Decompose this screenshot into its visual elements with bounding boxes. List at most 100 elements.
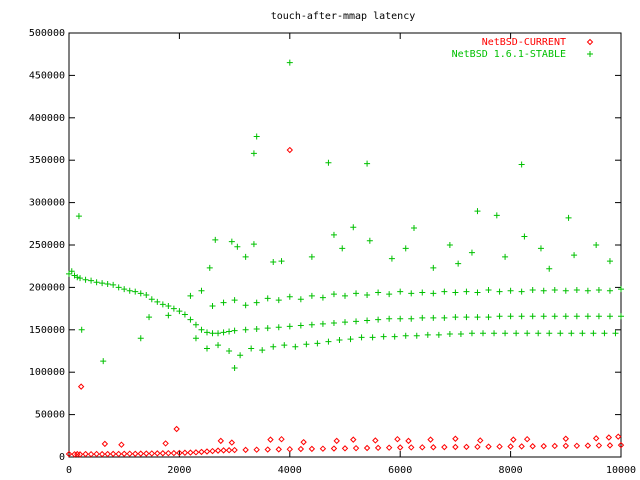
point-1-53 [463,314,470,321]
legend-marker-netbsd-161-stable [587,51,593,57]
point-1-80 [336,336,343,343]
y-tick-label: 250000 [29,240,65,251]
point-1-95 [502,330,509,337]
point-1-43 [353,318,360,325]
point-1-158 [228,238,235,245]
point-1-132 [496,288,503,295]
point-1-108 [231,297,238,304]
point-1-56 [496,313,503,320]
point-1-98 [535,330,542,337]
point-0-4 [82,450,89,458]
point-1-119 [353,290,360,297]
point-1-16 [143,292,150,299]
point-1-31 [226,328,233,335]
point-1-112 [275,297,282,304]
point-0-24 [192,449,200,456]
point-0-19 [165,449,172,457]
point-0-7 [98,450,106,458]
point-0-21 [176,449,183,457]
point-1-82 [358,334,365,341]
x-tick-label: 8000 [499,465,523,476]
point-0-40 [330,445,338,452]
point-1-88 [424,331,431,338]
point-1-130 [474,289,481,296]
point-1-63 [573,313,580,320]
point-1-171 [242,253,249,260]
point-1-4 [77,275,84,282]
point-0-44 [374,444,382,452]
point-1-162 [593,242,600,248]
point-0-60 [551,442,558,450]
point-0-43 [363,444,371,452]
point-1-14 [132,288,139,295]
point-0-58 [529,443,536,450]
point-1-87 [413,332,420,339]
point-0-73 [228,439,236,446]
axis-ticks [68,32,622,458]
point-0-23 [187,449,194,456]
point-1-32 [231,327,238,334]
y-tick-label: 350000 [29,155,65,166]
point-1-55 [485,314,492,321]
point-1-90 [446,331,453,338]
point-0-12 [126,450,133,457]
point-1-145 [286,59,293,66]
y-tick-label: 100000 [29,367,65,378]
point-1-44 [364,317,371,324]
point-1-33 [242,326,249,333]
point-1-134 [518,288,525,295]
legend-marker-netbsd-current [586,38,594,46]
point-0-81 [405,437,412,445]
point-1-50 [430,314,437,321]
point-1-17 [148,296,155,303]
point-1-76 [292,343,299,350]
point-0-25 [198,448,205,456]
point-0-83 [452,435,459,442]
point-1-173 [308,253,315,260]
point-0-67 [77,383,85,390]
point-1-140 [584,287,591,294]
point-1-35 [264,325,271,332]
point-0-18 [159,450,167,457]
point-0-69 [101,440,109,448]
point-1-181 [192,335,199,342]
point-1-79 [325,338,332,345]
point-1-174 [366,237,373,244]
point-1-22 [176,308,183,315]
point-1-175 [402,245,409,252]
point-1-146 [253,133,260,140]
point-0-39 [319,445,327,452]
point-1-61 [551,313,558,320]
point-0-75 [286,146,294,154]
point-0-1 [71,451,78,458]
y-tick-label: 300000 [29,198,65,209]
point-1-65 [595,313,602,320]
point-0-90 [615,433,622,440]
point-1-144 [231,364,238,371]
point-1-52 [452,314,459,321]
legend: NetBSD-CURRENT NetBSD 1.6.1-STABLE [452,37,594,60]
point-0-51 [452,443,459,451]
point-1-0 [66,270,72,277]
point-0-47 [408,444,415,451]
point-1-89 [435,331,442,338]
point-0-85 [510,436,517,443]
point-0-50 [441,443,448,451]
point-1-160 [330,231,337,238]
point-1-59 [529,313,536,320]
point-1-142 [606,287,613,294]
y-tick-label: 50000 [35,410,65,421]
point-1-169 [198,287,205,294]
point-1-189 [546,265,553,272]
point-1-179 [571,252,578,259]
point-0-78 [350,436,357,443]
point-1-159 [250,241,257,248]
point-1-136 [540,287,547,294]
point-1-116 [319,294,326,301]
point-1-94 [491,330,498,337]
point-0-14 [137,450,144,457]
point-1-155 [411,225,417,232]
legend-label-netbsd-current: NetBSD-CURRENT [482,37,566,48]
point-0-28 [214,447,222,454]
